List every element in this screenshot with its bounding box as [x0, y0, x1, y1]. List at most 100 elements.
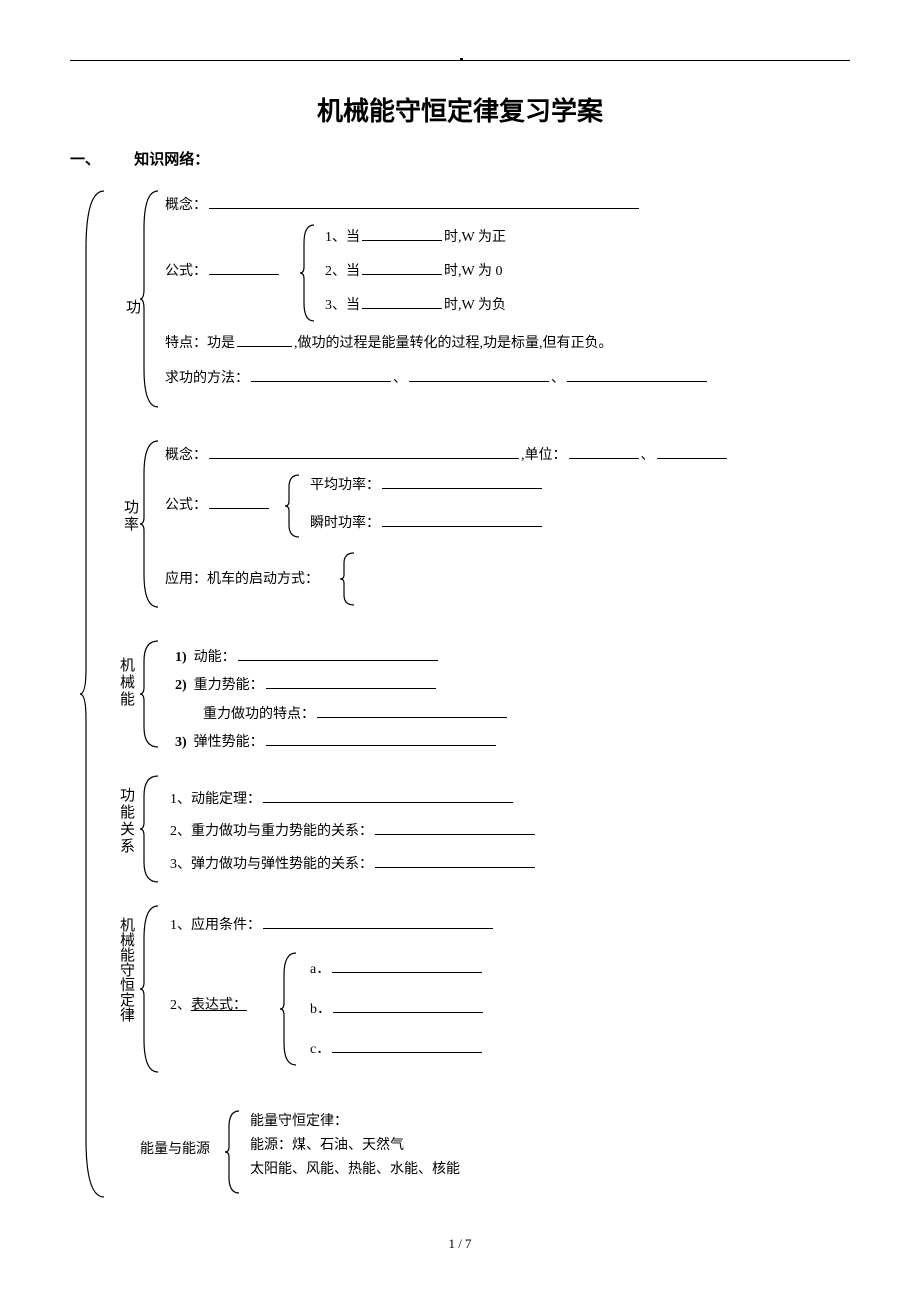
mech-1-label: 动能： — [194, 650, 236, 665]
mech-item-2: 2) 重力势能： — [175, 675, 775, 697]
brace-power — [140, 439, 162, 609]
blank — [209, 495, 269, 509]
work-formula-row: 公式： — [165, 261, 281, 283]
section-number: 一、 — [70, 151, 100, 168]
power-body: 概念：,单位：、 公式： 平均功率： 瞬时功率： 应用：机车的启动方式： — [165, 439, 845, 611]
power-avg-label: 平均功率： — [310, 478, 380, 493]
mech-item-1: 1) 动能： — [175, 647, 775, 669]
blank — [263, 915, 493, 929]
sub-a-label: a． — [310, 962, 330, 977]
energy-body: 能量与能源 能量守恒定律： 能源：煤、石油、天然气 太阳能、风能、热能、水能、核… — [140, 1109, 740, 1199]
blank — [362, 261, 442, 275]
brace-mech — [140, 639, 162, 749]
mech-3-label: 弹性势能： — [194, 735, 264, 750]
brace-cons-expr — [280, 951, 300, 1067]
mech-3-num: 3) — [175, 735, 187, 750]
power-inst-label: 瞬时功率： — [310, 516, 380, 531]
energy-label: 能量与能源 — [140, 1139, 210, 1161]
blank — [409, 368, 549, 382]
cons-sub-b: b． — [310, 999, 485, 1021]
cons-sub-c: c． — [310, 1039, 484, 1061]
blank — [266, 732, 496, 746]
blank — [362, 295, 442, 309]
blank — [569, 445, 639, 459]
blank — [209, 261, 279, 275]
cons-1-label: 1、应用条件： — [170, 918, 261, 933]
mech-2b-label: 重力做功的特点： — [203, 707, 315, 722]
sub-c-label: c． — [310, 1042, 330, 1057]
sub-b-label: b． — [310, 1002, 331, 1017]
rel-item-2: 2、重力做功与重力势能的关系： — [170, 821, 770, 843]
brace-work — [140, 189, 162, 409]
section-heading: 一、 知识网络： — [70, 148, 850, 169]
cond2-prefix: 2、当 — [325, 264, 360, 279]
power-formula-row: 公式： — [165, 495, 271, 517]
brace-energy — [225, 1109, 243, 1195]
energy-line-2: 能源：煤、石油、天然气 — [250, 1135, 404, 1157]
blank — [333, 999, 483, 1013]
blank — [657, 445, 727, 459]
cons-label: 机械能守恒定律 — [114, 917, 138, 1022]
work-concept-row: 概念： — [165, 195, 815, 217]
rel-2-label: 2、重力做功与重力势能的关系： — [170, 824, 373, 839]
work-cond-2: 2、当 时,W 为 0 — [325, 261, 502, 283]
brace-cons — [140, 904, 162, 1074]
cons-sub-a: a． — [310, 959, 484, 981]
rel-item-3: 3、弹力做功与弹性势能的关系： — [170, 854, 770, 876]
brace-power-apply — [340, 551, 358, 607]
mech-label: 机械能 — [114, 657, 138, 708]
blank — [382, 475, 542, 489]
cons-body: 1、应用条件： 2、表达式： a． b． c． — [170, 909, 770, 1071]
blank — [382, 513, 542, 527]
rel-3-label: 3、弹力做功与弹性势能的关系： — [170, 857, 373, 872]
power-label: 功率 — [118, 499, 142, 533]
mech-item-2b: 重力做功的特点： — [175, 704, 775, 726]
brace-power-formula — [285, 473, 303, 539]
cons-item-2: 2、表达式： — [170, 995, 247, 1017]
work-formula-label: 公式： — [165, 264, 207, 279]
power-apply-row: 应用：机车的启动方式： — [165, 569, 319, 591]
rel-item-1: 1、动能定理： — [170, 789, 770, 811]
knowledge-network: 功 概念： 公式： 1、当时,W 为正 2、当时,W 为 0 — [70, 189, 850, 1209]
cons-2-label: 表达式： — [191, 998, 247, 1013]
blank — [375, 854, 535, 868]
power-concept-label: 概念： — [165, 448, 207, 463]
power-apply-label: 应用：机车的启动方式： — [165, 572, 319, 587]
power-formula-label: 公式： — [165, 498, 207, 513]
energy-line-1: 能量守恒定律： — [250, 1111, 348, 1133]
top-rule — [70, 60, 850, 61]
power-unit-label: ,单位： — [521, 448, 567, 463]
mech-2-num: 2) — [175, 678, 187, 693]
cond1-prefix: 1、当 — [325, 230, 360, 245]
work-cond-1: 1、当 时,W 为正 — [325, 227, 506, 249]
blank — [266, 675, 436, 689]
rel-body: 1、动能定理： 2、重力做功与重力势能的关系： 3、弹力做功与弹性势能的关系： — [170, 779, 770, 886]
blank — [317, 704, 507, 718]
work-body: 概念： 公式： 1、当 时,W 为正 2、当 时,W 为 0 3、当 时,W 为负 — [165, 189, 815, 396]
blank — [209, 195, 639, 209]
brace-work-formula — [300, 223, 318, 323]
feature-suffix: ,做功的过程是能量转化的过程,功是标量,但有正负。 — [294, 336, 613, 351]
mech-body: 1) 动能： 2) 重力势能： 重力做功的特点： 3) 弹性势能： — [175, 641, 775, 761]
power-inst-row: 瞬时功率： — [310, 513, 544, 535]
rel-1-label: 1、动能定理： — [170, 792, 261, 807]
cond2-suffix: 时,W 为 0 — [444, 264, 502, 279]
cond1-suffix: 时,W 为正 — [444, 230, 506, 245]
work-concept-label: 概念： — [165, 198, 207, 213]
blank — [375, 821, 535, 835]
blank — [332, 1039, 482, 1053]
blank — [237, 333, 292, 347]
work-feature-row: 特点：功是,做功的过程是能量转化的过程,功是标量,但有正负。 — [165, 333, 725, 355]
cons-item-1: 1、应用条件： — [170, 915, 770, 937]
blank — [332, 959, 482, 973]
work-cond-3: 3、当 时,W 为负 — [325, 295, 506, 317]
energy-line-3: 太阳能、风能、热能、水能、核能 — [250, 1159, 490, 1181]
blank — [567, 368, 707, 382]
rel-label: 功能关系 — [114, 787, 138, 855]
cond3-prefix: 3、当 — [325, 298, 360, 313]
blank — [251, 368, 391, 382]
cond3-suffix: 时,W 为负 — [444, 298, 506, 313]
blank — [362, 227, 442, 241]
mech-1-num: 1) — [175, 650, 187, 665]
blank — [238, 647, 438, 661]
